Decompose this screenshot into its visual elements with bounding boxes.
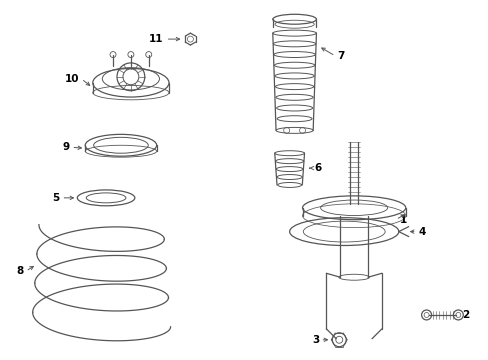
- Text: 2: 2: [461, 310, 468, 320]
- Text: 9: 9: [62, 142, 69, 152]
- Text: 11: 11: [149, 34, 163, 44]
- Text: 7: 7: [337, 51, 344, 61]
- Text: 8: 8: [17, 266, 24, 276]
- Text: 5: 5: [52, 193, 60, 203]
- Text: 6: 6: [314, 163, 321, 173]
- Text: 10: 10: [64, 74, 79, 84]
- Text: 4: 4: [418, 226, 425, 237]
- Text: 1: 1: [399, 215, 407, 225]
- Text: 3: 3: [311, 335, 319, 345]
